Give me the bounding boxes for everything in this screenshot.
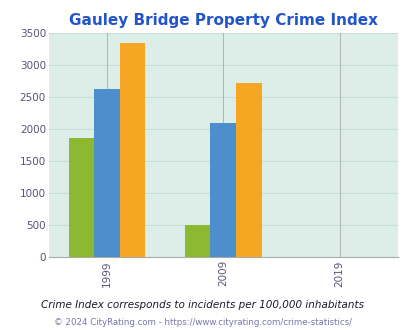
Bar <box>210 123 236 257</box>
Bar <box>236 83 261 257</box>
Bar <box>119 43 145 257</box>
Text: Crime Index corresponds to incidents per 100,000 inhabitants: Crime Index corresponds to incidents per… <box>41 300 364 310</box>
Bar <box>184 225 210 257</box>
Bar <box>68 138 94 257</box>
Title: Gauley Bridge Property Crime Index: Gauley Bridge Property Crime Index <box>68 13 377 28</box>
Text: © 2024 CityRating.com - https://www.cityrating.com/crime-statistics/: © 2024 CityRating.com - https://www.city… <box>54 318 351 327</box>
Bar <box>94 89 119 257</box>
